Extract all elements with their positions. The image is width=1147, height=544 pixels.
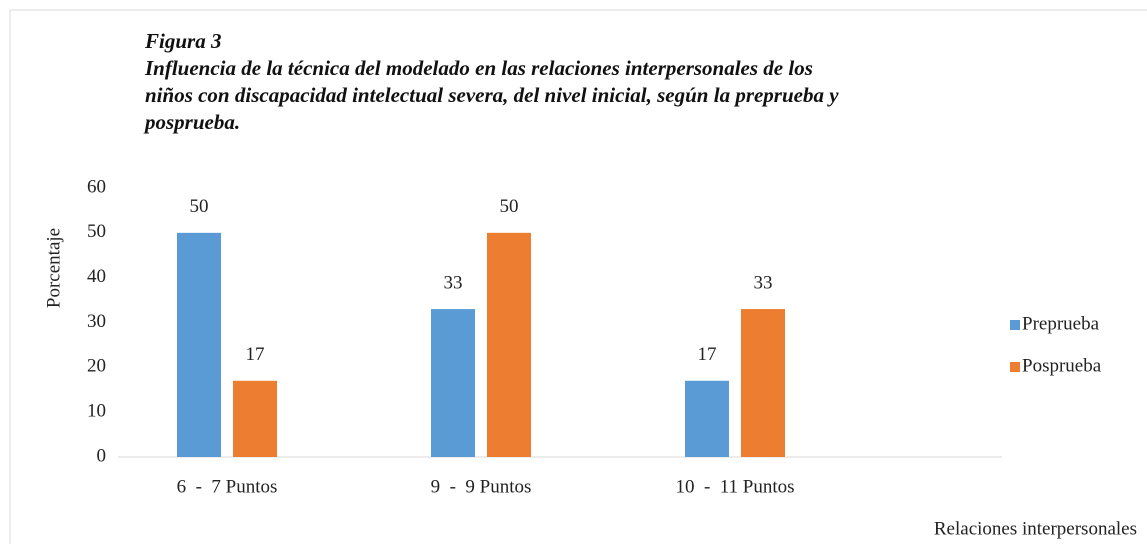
data-label: 33 bbox=[444, 272, 463, 293]
x-tick-label: 10 - 11 Puntos bbox=[675, 476, 794, 497]
x-tick-label: 6 - 7 Puntos bbox=[177, 476, 278, 497]
legend-swatch bbox=[1010, 320, 1020, 330]
legend-label: Preprueba bbox=[1022, 313, 1100, 334]
y-tick-label: 40 bbox=[87, 266, 106, 287]
legend-swatch bbox=[1010, 362, 1020, 372]
bar bbox=[233, 380, 277, 457]
y-tick-label: 60 bbox=[87, 176, 106, 197]
data-label: 33 bbox=[754, 272, 773, 293]
bar bbox=[431, 309, 475, 457]
y-tick-label: 50 bbox=[87, 221, 106, 242]
y-axis-label: Porcentaje bbox=[43, 228, 64, 308]
y-tick-label: 10 bbox=[87, 401, 106, 422]
data-label: 50 bbox=[500, 196, 519, 217]
chart-subtitle: Influencia de la técnica del modelado en… bbox=[145, 56, 839, 134]
x-tick-label: 9 - 9 Puntos bbox=[431, 476, 532, 497]
bar bbox=[177, 232, 221, 457]
chart-title: Figura 3 bbox=[145, 29, 222, 53]
legend-label: Posprueba bbox=[1022, 355, 1102, 376]
bar bbox=[741, 309, 785, 457]
x-axis-label: Relaciones interpersonales bbox=[934, 518, 1137, 539]
data-label: 17 bbox=[698, 344, 717, 365]
bar bbox=[685, 380, 729, 457]
bar bbox=[487, 232, 531, 457]
title-block: Figura 3 Influencia de la técnica del mo… bbox=[145, 28, 845, 136]
y-tick-label: 30 bbox=[87, 311, 106, 332]
y-tick-label: 20 bbox=[87, 356, 106, 377]
y-tick-label: 0 bbox=[97, 445, 107, 466]
data-label: 50 bbox=[190, 196, 209, 217]
data-label: 17 bbox=[246, 344, 265, 365]
chart-border bbox=[9, 9, 1147, 544]
